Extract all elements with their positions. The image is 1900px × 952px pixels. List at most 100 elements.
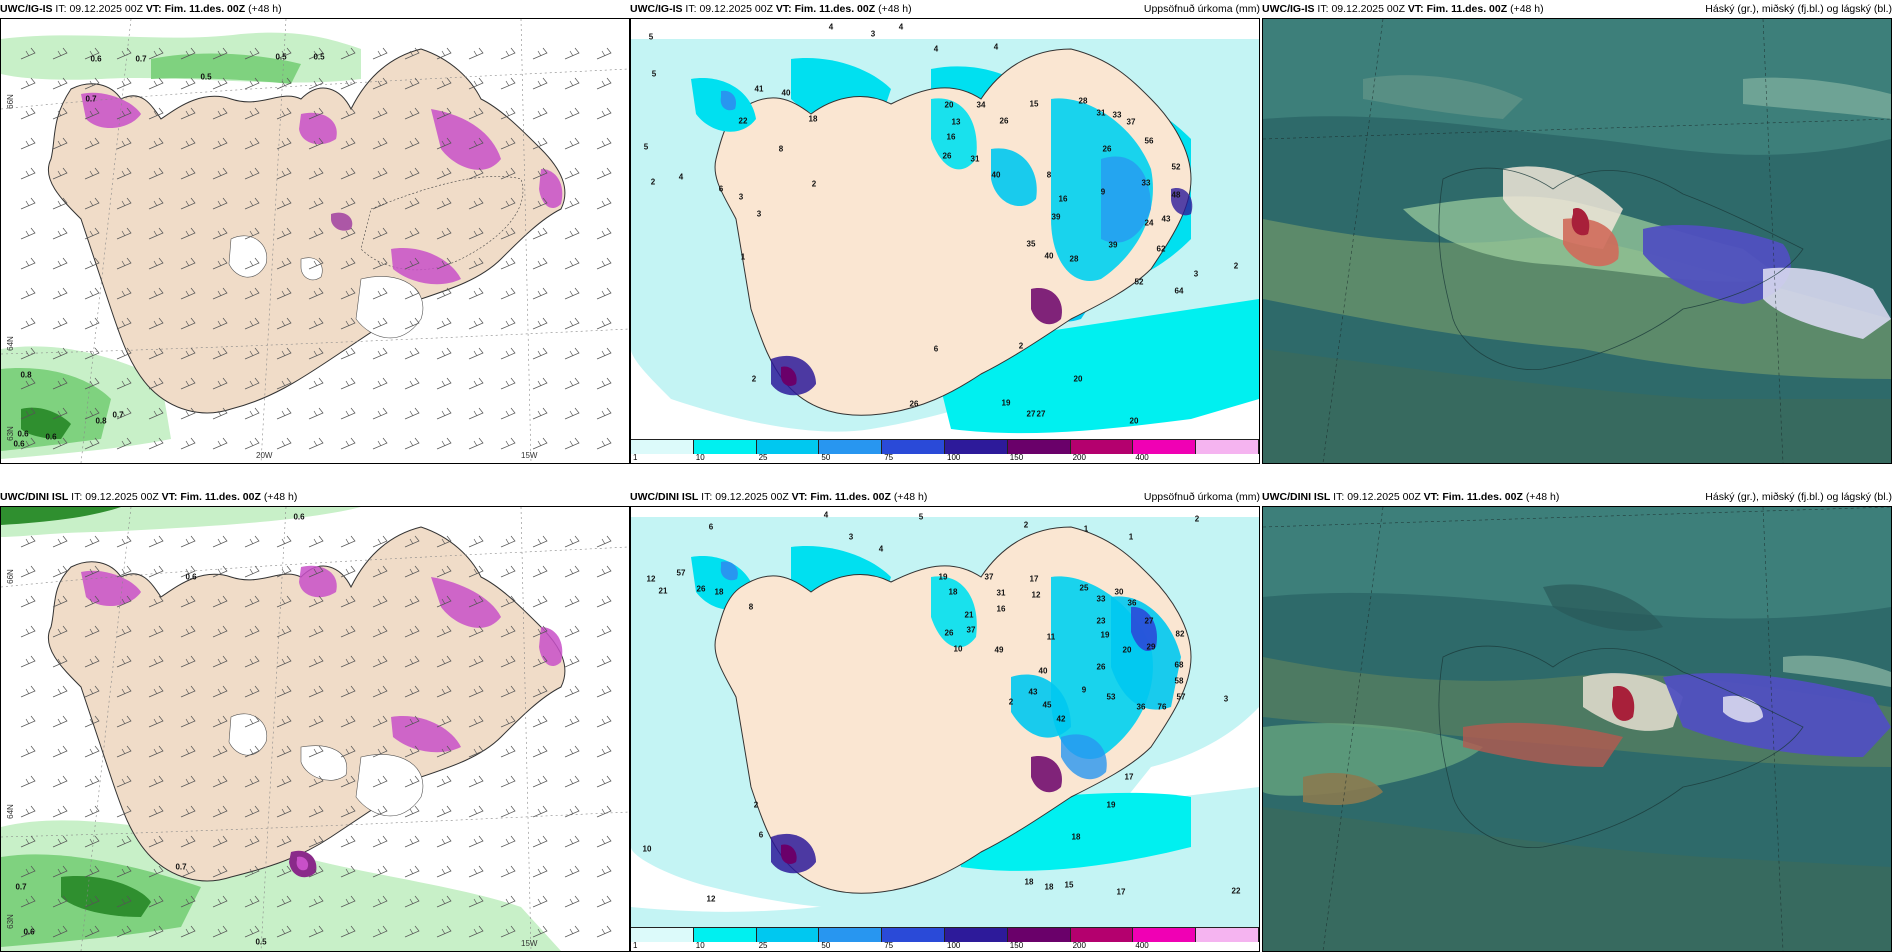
wind-barb [436, 257, 452, 270]
wind-barb [244, 377, 260, 390]
wind-barb [404, 595, 420, 608]
wind-barb [436, 167, 452, 180]
cloud-panel-row1: UWC/IG-IS IT: 09.12.2025 00Z VT: Fim. 11… [1262, 0, 1892, 464]
panel-header: UWC/IG-IS IT: 09.12.2025 00Z VT: Fim. 11… [0, 3, 282, 15]
precip-value: 12 [1031, 590, 1041, 600]
wind-barb [564, 437, 580, 450]
wind-barb [468, 895, 484, 908]
wind-barb [564, 715, 580, 728]
wind-barb [372, 197, 388, 210]
colorbar-tick-label: 25 [758, 941, 768, 950]
wind-panel-row1: UWC/IG-IS IT: 09.12.2025 00Z VT: Fim. 11… [0, 0, 630, 464]
wind-barb [212, 437, 228, 450]
wind-barb [244, 77, 260, 90]
wind-barb [500, 625, 516, 638]
precip-value: 40 [991, 170, 1001, 180]
precip-value: 16 [946, 132, 956, 142]
precip-value: 21 [964, 610, 974, 620]
wind-barb [116, 377, 132, 390]
wind-barb [212, 835, 228, 848]
colorbar-segment [1196, 927, 1259, 942]
wind-barb [340, 655, 356, 668]
wind-barb [20, 745, 36, 758]
wind-barb [500, 865, 516, 878]
wind-barb [212, 197, 228, 210]
wind-barb [244, 625, 260, 638]
wind-barb [532, 437, 548, 450]
colorbar-segment [1133, 439, 1197, 454]
wind-barb [84, 805, 100, 818]
wind-barb [532, 377, 548, 390]
wind-barb [468, 287, 484, 300]
wind-barb [116, 137, 132, 150]
wind-barb [52, 595, 68, 608]
wind-barb [212, 47, 228, 60]
wind-barb [20, 685, 36, 698]
precip-value: 18 [948, 587, 958, 597]
precip-value: 6 [708, 522, 714, 532]
precip-value: 8 [1046, 170, 1052, 180]
wind-barb [340, 595, 356, 608]
precip-value: 42 [1056, 714, 1066, 724]
wind-barb [116, 595, 132, 608]
wind-value: 0.6 [90, 54, 102, 64]
wind-barb [244, 437, 260, 450]
wind-barb [340, 925, 356, 938]
wind-barb [116, 407, 132, 420]
wind-barb [244, 257, 260, 270]
precip-value: 27 [1036, 409, 1046, 419]
wind-panel-row2: UWC/DINI ISL IT: 09.12.2025 00Z VT: Fim.… [0, 488, 630, 952]
precip-value: 35 [1026, 239, 1036, 249]
wind-barb [308, 347, 324, 360]
wind-barb [180, 197, 196, 210]
precip-value: 20 [944, 100, 954, 110]
wind-barb [436, 317, 452, 330]
wind-barb [500, 437, 516, 450]
precip-value: 2 [1233, 261, 1239, 271]
precip-value: 5 [918, 512, 924, 522]
wind-barb [180, 745, 196, 758]
precip-value: 6 [933, 344, 939, 354]
wind-barb [276, 745, 292, 758]
precip-value: 4 [823, 510, 829, 520]
wind-barb [276, 107, 292, 120]
wind-barb [20, 227, 36, 240]
wind-value: 0.5 [313, 52, 325, 62]
wind-barb [468, 625, 484, 638]
panel-header: UWC/IG-IS IT: 09.12.2025 00Z VT: Fim. 11… [630, 0, 1260, 18]
precip-value: 4 [828, 22, 834, 32]
wind-barb [500, 805, 516, 818]
wind-barb [340, 167, 356, 180]
wind-barb [212, 655, 228, 668]
wind-barb [116, 47, 132, 60]
wind-barb [532, 257, 548, 270]
wind-barb [148, 835, 164, 848]
wind-barb [52, 197, 68, 210]
colorbar-segment [693, 927, 757, 942]
wind-barb [276, 77, 292, 90]
wind-barb [372, 775, 388, 788]
wind-barb [596, 347, 612, 360]
wind-barb [52, 565, 68, 578]
precip-value: 2 [1023, 520, 1029, 530]
wind-barb [180, 865, 196, 878]
precip-value: 18 [1044, 882, 1054, 892]
wind-barb [180, 437, 196, 450]
wind-barb [20, 715, 36, 728]
wind-barb [340, 895, 356, 908]
wind-barb [596, 197, 612, 210]
wind-barb [500, 77, 516, 90]
wind-barb [404, 865, 420, 878]
wind-barb [84, 625, 100, 638]
precip-value: 57 [1176, 692, 1186, 702]
wind-barb [436, 595, 452, 608]
wind-barb [436, 745, 452, 758]
wind-barb [116, 317, 132, 330]
wind-barb [116, 865, 132, 878]
wind-value: 0.8 [95, 416, 107, 426]
colorbar-tick-label: 75 [884, 941, 894, 950]
wind-barb [180, 565, 196, 578]
wind-barb [244, 535, 260, 548]
wind-barb [148, 137, 164, 150]
precip-value: 10 [953, 644, 963, 654]
